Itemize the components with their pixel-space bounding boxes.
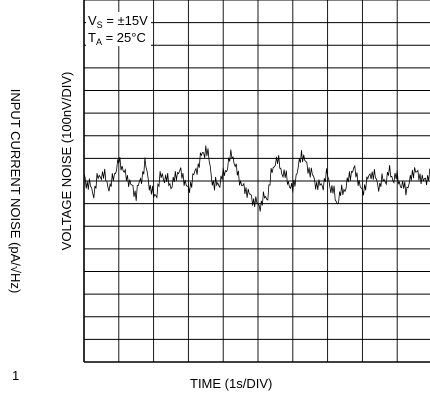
x-axis-label: TIME (1s/DIV)	[190, 376, 273, 391]
y-axis-label: VOLTAGE NOISE (100nV/DIV)	[59, 71, 74, 251]
temperature-condition: TA = 25°C	[88, 30, 146, 47]
page-fragment: 1	[12, 368, 20, 383]
supply-voltage-condition: VS = ±15V	[88, 13, 148, 30]
grid	[83, 0, 430, 363]
noise-trace	[83, 145, 430, 212]
secondary-axis-label: INPUT CURRENT NOISE (pA/√Hz)	[8, 88, 23, 294]
condition-box: VS = ±15V TA = 25°C	[86, 12, 151, 47]
